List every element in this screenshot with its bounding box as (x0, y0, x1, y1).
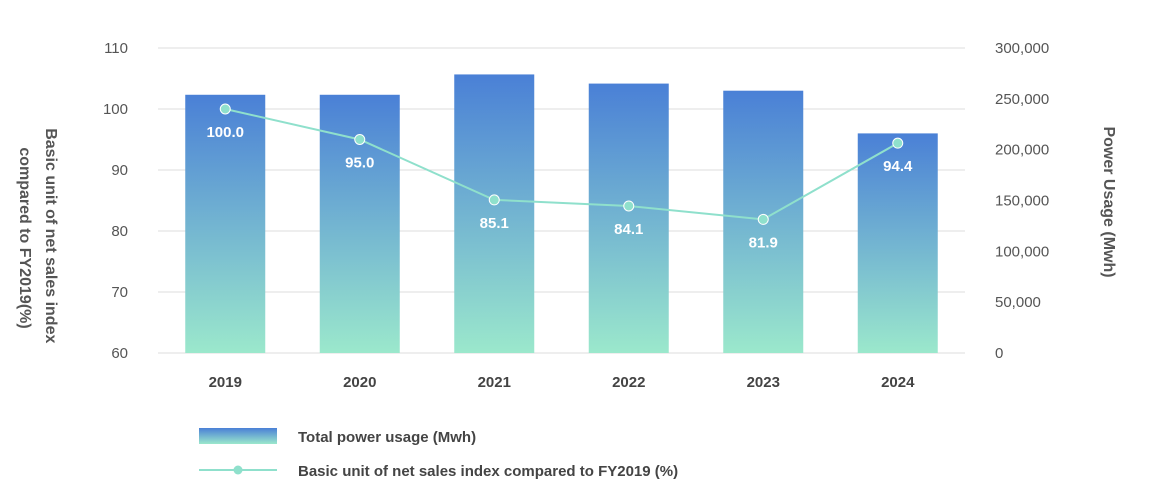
index-point-label-2024: 94.4 (883, 158, 913, 175)
right-tick-label: 250,000 (995, 91, 1049, 108)
x-tick-label: 2022 (612, 374, 645, 391)
index-point-2022 (623, 200, 635, 212)
index-point-2021 (488, 194, 500, 206)
bar-2019 (185, 94, 266, 354)
x-tick-label: 2019 (209, 374, 242, 391)
legend: Total power usage (Mwh) Basic unit of ne… (199, 428, 678, 480)
right-tick-label: 300,000 (995, 40, 1049, 57)
right-axis-title: Power Usage (Mwh) (1100, 126, 1117, 277)
index-point-label-2022: 84.1 (614, 221, 643, 238)
legend-label-line: Basic unit of net sales index compared t… (298, 463, 678, 480)
x-axis-ticks: 2019 2020 2021 2022 2023 2024 (209, 374, 916, 391)
index-point-2020 (354, 134, 366, 145)
left-tick-label: 110 (104, 40, 128, 57)
right-tick-label: 0 (995, 345, 1003, 362)
left-tick-label: 80 (111, 223, 128, 240)
bar-2022 (588, 83, 669, 353)
index-point-2019 (219, 103, 231, 115)
left-axis-title-line-1: Basic unit of net sales index (42, 128, 59, 343)
bar-2024 (857, 133, 938, 353)
x-tick-label: 2023 (747, 374, 780, 391)
left-axis-title: Basic unit of net sales index compared t… (16, 128, 59, 348)
right-tick-label: 50,000 (995, 294, 1041, 311)
x-tick-label: 2024 (881, 374, 915, 391)
legend-swatch-bar (199, 428, 277, 444)
right-tick-label: 150,000 (995, 193, 1049, 210)
right-tick-label: 100,000 (995, 243, 1049, 260)
x-tick-label: 2021 (478, 374, 511, 391)
index-point-2024 (892, 137, 904, 149)
legend-swatch-line-marker (233, 465, 243, 475)
gridlines (158, 47, 965, 354)
bar-2021 (454, 74, 535, 353)
index-point-label-2019: 100.0 (206, 124, 244, 141)
left-tick-label: 100 (103, 101, 128, 118)
legend-label-bar: Total power usage (Mwh) (298, 429, 476, 446)
right-tick-label: 200,000 (995, 142, 1049, 159)
left-tick-label: 90 (111, 162, 128, 179)
left-axis-title-line-2: compared to FY2019(%) (16, 147, 33, 328)
x-tick-label: 2020 (343, 374, 376, 391)
right-axis-ticks: 0 50,000 100,000 150,000 200,000 250,000 300,0… (995, 40, 1049, 362)
index-point-label-2023: 81.9 (749, 234, 778, 251)
index-point-2023 (757, 213, 769, 225)
bar-series (185, 74, 938, 354)
index-point-label-2021: 85.1 (480, 215, 509, 232)
index-line (225, 108, 899, 221)
left-tick-label: 70 (111, 284, 128, 301)
left-tick-label: 60 (111, 345, 128, 362)
index-point-label-2020: 95.0 (345, 155, 374, 172)
line-series: 100.0 95.0 85.1 84.1 81.9 94.4 (206, 103, 913, 251)
left-axis-ticks: 60 70 80 90 100 110 (103, 40, 128, 362)
